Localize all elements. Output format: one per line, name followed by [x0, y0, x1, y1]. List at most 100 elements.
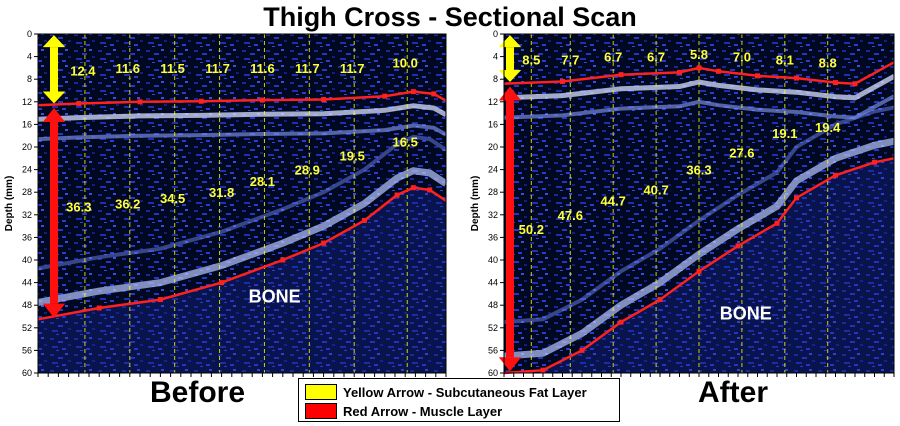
- y-axis-label: Depth (mm): [470, 176, 481, 232]
- boundary-marker: [96, 305, 102, 311]
- boundary-marker: [579, 347, 585, 353]
- boundary-marker: [361, 217, 367, 223]
- boundary-marker: [755, 73, 760, 79]
- legend-swatch-fat: [305, 384, 337, 400]
- legend-item-fat: Yellow Arrow - Subcutaneous Fat Layer: [305, 383, 587, 401]
- y-tick-label: 60: [488, 368, 498, 378]
- legend-item-muscle: Red Arrow - Muscle Layer: [305, 402, 502, 420]
- tissue-band: [503, 137, 895, 360]
- y-tick-label: 28: [488, 187, 498, 197]
- boundary-marker: [157, 297, 163, 303]
- y-tick-label: 12: [22, 97, 32, 107]
- y-tick-label: 48: [488, 300, 498, 310]
- y-tick-label: 36: [22, 232, 32, 242]
- boundary-marker: [431, 91, 437, 97]
- y-tick-label: 16: [22, 119, 32, 129]
- boundary-marker: [219, 280, 225, 286]
- boundary-marker: [427, 187, 433, 193]
- tissue-band: [37, 123, 447, 142]
- boundary-marker: [410, 89, 416, 95]
- fat-thickness-value: 11.7: [340, 61, 365, 76]
- scan-panel-before: BONE 12.4 11.6 11.5 11.7 11.6 11.7 11.7 10.0 36.3…: [4, 29, 448, 378]
- boundary-marker: [321, 240, 327, 246]
- y-tick-label: 40: [488, 255, 498, 265]
- boundary-marker: [382, 93, 388, 99]
- boundary-marker: [872, 159, 877, 165]
- muscle-thickness-value: 16.5: [393, 134, 418, 149]
- y-tick-label: 20: [488, 142, 498, 152]
- boundary-marker: [696, 268, 702, 274]
- muscle-thickness-value: 27.6: [729, 146, 754, 161]
- boundary-marker: [259, 97, 265, 103]
- fat-thickness-value: 6.7: [647, 50, 665, 65]
- boundary-marker: [410, 185, 416, 191]
- muscle-bone-boundary: [503, 157, 895, 375]
- fat-thickness-value: 8.8: [819, 55, 837, 70]
- bone-label: BONE: [249, 286, 301, 306]
- page-title: Thigh Cross - Sectional Scan: [263, 2, 637, 32]
- bone-region: [504, 158, 894, 373]
- muscle-thickness-value: 50.2: [519, 222, 544, 237]
- boundary-marker: [618, 319, 624, 325]
- tissue-band: [37, 103, 448, 122]
- y-tick-label: 48: [22, 300, 32, 310]
- y-tick-label: 8: [493, 74, 498, 84]
- boundary-marker: [280, 257, 286, 263]
- boundary-marker: [76, 100, 82, 106]
- boundary-marker: [321, 97, 327, 103]
- boundary-marker: [540, 367, 546, 373]
- muscle-thickness-value: 36.2: [115, 197, 140, 212]
- muscle-layer-arrow: [42, 108, 66, 318]
- bone-region: [38, 187, 446, 373]
- muscle-thickness-value: 28.1: [250, 174, 275, 189]
- y-tick-label: 28: [22, 187, 32, 197]
- fat-thickness-value: 10.0: [393, 55, 418, 70]
- boundary-marker: [657, 297, 663, 303]
- fat-thickness-value: 7.7: [561, 52, 579, 67]
- bone-label: BONE: [720, 303, 772, 323]
- y-tick-label: 56: [488, 345, 498, 355]
- fat-thickness-value: 12.4: [70, 64, 96, 79]
- y-tick-label: 8: [27, 74, 32, 84]
- muscle-thickness-value: 40.7: [643, 182, 668, 197]
- boundary-marker: [794, 75, 799, 81]
- y-tick-label: 52: [488, 323, 498, 333]
- boundary-marker: [716, 68, 721, 74]
- tissue-band: [503, 74, 896, 101]
- y-tick-label: 56: [22, 345, 32, 355]
- y-tick-label: 44: [488, 278, 498, 288]
- muscle-thickness-value: 36.3: [66, 199, 91, 214]
- fat-thickness-value: 11.6: [250, 61, 275, 76]
- y-axis-label: Depth (mm): [4, 176, 15, 232]
- y-tick-label: 36: [488, 232, 498, 242]
- panel-label-after: After: [698, 376, 769, 409]
- y-tick-label: 16: [488, 119, 498, 129]
- scan-background: [38, 34, 446, 373]
- fat-thickness-value: 8.5: [522, 52, 540, 67]
- y-tick-label: 4: [493, 52, 498, 62]
- panel-label-before: Before: [150, 376, 246, 409]
- fat-thickness-value: 5.8: [690, 47, 708, 62]
- y-tick-label: 0: [493, 29, 498, 39]
- boundary-marker: [794, 195, 799, 201]
- y-tick-label: 20: [22, 142, 32, 152]
- boundary-marker: [137, 99, 143, 105]
- y-tick-label: 60: [22, 368, 32, 378]
- y-tick-label: 32: [488, 210, 498, 220]
- muscle-thickness-value: 34.5: [160, 191, 185, 206]
- boundary-marker: [198, 98, 204, 104]
- muscle-thickness-value: 28.9: [295, 163, 320, 178]
- fat-layer-arrow: [42, 35, 66, 104]
- muscle-thickness-value: 31.8: [209, 185, 234, 200]
- boundary-marker: [560, 78, 565, 84]
- tissue-band: [37, 134, 448, 271]
- muscle-thickness-value: 19.1: [772, 126, 797, 141]
- y-tick-label: 4: [27, 52, 32, 62]
- boundary-marker: [833, 80, 838, 86]
- legend-label-muscle: Red Arrow - Muscle Layer: [343, 403, 503, 419]
- muscle-thickness-value: 19.4: [815, 120, 841, 135]
- tissue-band: [503, 94, 895, 120]
- y-tick-label: 24: [488, 165, 498, 175]
- boundary-marker: [618, 72, 624, 78]
